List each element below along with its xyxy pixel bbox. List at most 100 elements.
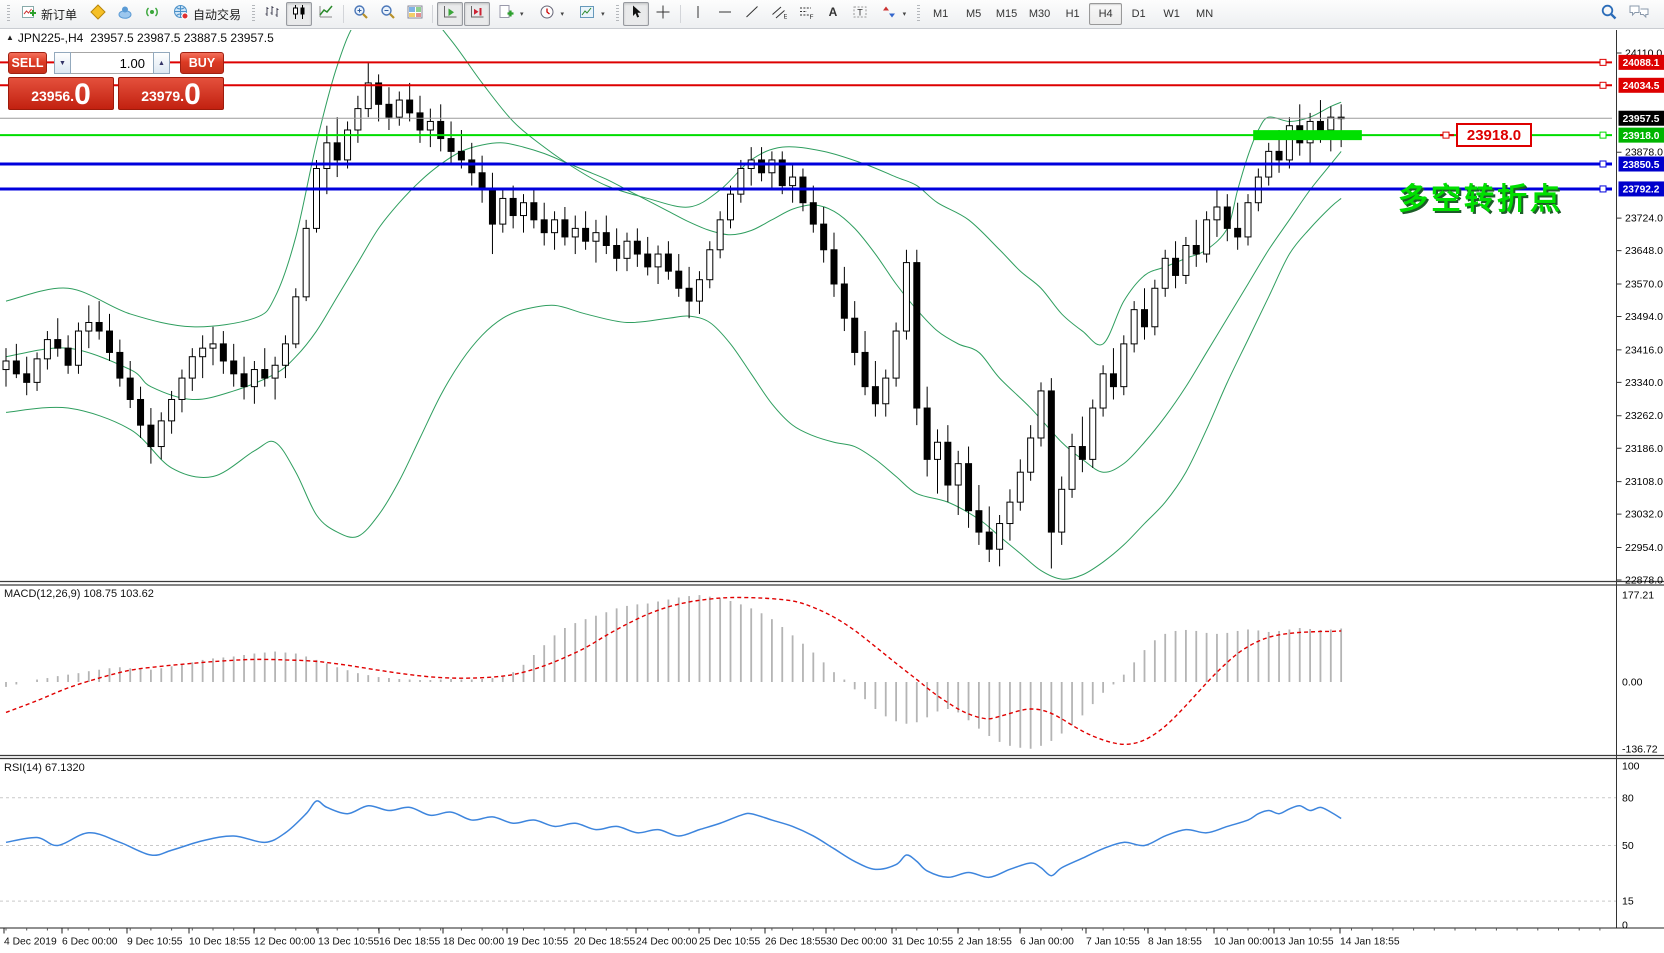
line-handle[interactable]: [1599, 160, 1607, 168]
line-handle[interactable]: [1599, 131, 1607, 139]
tile-windows-button[interactable]: [402, 2, 428, 26]
price-badge-label: 23918.0: [1623, 131, 1660, 142]
chevron-down-icon[interactable]: ▾: [520, 11, 524, 18]
line-handle[interactable]: [1599, 58, 1607, 66]
chat-icon[interactable]: [1628, 3, 1650, 26]
text-label-button[interactable]: T: [847, 2, 873, 26]
chart-shift-button[interactable]: [464, 2, 491, 26]
candle: [965, 446, 973, 528]
chevron-down-icon[interactable]: ▾: [560, 11, 565, 18]
candle: [1058, 476, 1066, 545]
tf-button-m1[interactable]: M1: [932, 8, 949, 20]
tf-button-w1[interactable]: W1: [1163, 8, 1180, 20]
tf-button-m30[interactable]: M30: [1028, 8, 1051, 20]
time-tick-label: 4 Dec 2019: [4, 937, 57, 948]
price-tick-label: 22954.0: [1625, 542, 1663, 554]
candle: [985, 506, 993, 563]
sell-price-panel[interactable]: 23956. 0: [8, 77, 114, 110]
text-button[interactable]: A: [820, 2, 846, 26]
price-tick-label: 23570.0: [1625, 278, 1663, 290]
price-badge-label: 23792.2: [1623, 185, 1660, 196]
arrows-button[interactable]: ▾: [874, 2, 914, 26]
price-badge-label: 23850.5: [1623, 160, 1660, 171]
add-indicator-button[interactable]: ▾: [491, 2, 531, 26]
search-icon[interactable]: [1600, 3, 1618, 26]
signals-button[interactable]: [139, 2, 165, 26]
zoom-in-button[interactable]: [348, 2, 374, 26]
template-button[interactable]: ▾: [572, 2, 612, 26]
collapse-icon[interactable]: ▲: [6, 33, 14, 42]
metaeditor-button[interactable]: [85, 2, 111, 26]
candlestick-chart-button[interactable]: [286, 2, 313, 26]
candle-body: [344, 129, 352, 161]
candle-body: [74, 330, 82, 366]
toolbar-grip[interactable]: [615, 5, 619, 23]
candle: [571, 215, 579, 255]
price-tag-handle[interactable]: [1442, 131, 1450, 139]
candlestick-icon: [291, 4, 307, 25]
horizontal-line-button[interactable]: [712, 2, 738, 26]
tf-button-mn[interactable]: MN: [1196, 8, 1214, 20]
price-badge-label: 24034.5: [1623, 81, 1660, 92]
chevron-down-icon[interactable]: ▾: [601, 11, 605, 18]
bar-chart-button[interactable]: [259, 2, 285, 26]
volume-input[interactable]: 1.00: [70, 52, 153, 74]
price-tag-annotation[interactable]: 23918.0: [1456, 123, 1532, 147]
time-tick-label: 14 Jan 18:55: [1340, 937, 1400, 948]
candle-body: [633, 240, 641, 255]
candle: [85, 305, 93, 349]
toolbar: 新订单 自动交易 ▾ ▾ ▾: [0, 0, 1664, 29]
volume-down-button[interactable]: ▼: [53, 52, 71, 74]
trendline-button[interactable]: [739, 2, 765, 26]
candle-body: [54, 339, 62, 349]
buy-button[interactable]: BUY: [179, 52, 224, 74]
candle-body: [954, 463, 962, 486]
sell-button[interactable]: SELL: [8, 52, 47, 74]
tf-button-m15[interactable]: M15: [995, 8, 1018, 20]
tf-button-m5[interactable]: M5: [965, 8, 982, 20]
tf-button-d1[interactable]: D1: [1131, 8, 1146, 20]
candle: [664, 241, 672, 280]
turning-point-note[interactable]: 多空转折点: [1398, 183, 1563, 216]
volume-up-button[interactable]: ▲: [152, 52, 170, 74]
candle-body: [654, 253, 662, 268]
line-handle[interactable]: [1599, 81, 1607, 89]
candle-body: [333, 142, 341, 161]
price-badge: [1618, 77, 1664, 93]
clock-icon: [539, 4, 555, 25]
candle-body: [1203, 219, 1211, 255]
fibonacci-button[interactable]: F: [793, 2, 819, 26]
candle-body: [395, 99, 403, 118]
time-tick-label: 6 Jan 00:00: [1020, 937, 1074, 948]
candle-body: [1109, 373, 1117, 388]
auto-scroll-button[interactable]: [437, 2, 464, 26]
channel-button[interactable]: E: [766, 2, 792, 26]
market-button[interactable]: [112, 2, 138, 26]
chevron-down-icon[interactable]: ▾: [902, 11, 907, 18]
auto-trading-button[interactable]: 自动交易: [166, 2, 248, 26]
cursor-button[interactable]: [622, 2, 649, 26]
toolbar-grip[interactable]: [917, 5, 921, 23]
toolbar-grip[interactable]: [252, 5, 256, 23]
candle-body: [840, 283, 848, 319]
toolbar-grip[interactable]: [7, 5, 10, 23]
macd-axis-label: 0.00: [1622, 677, 1643, 689]
time-tick-label: 18 Dec 00:00: [443, 937, 505, 948]
buy-price-panel[interactable]: 23979. 0: [118, 77, 224, 110]
period-button[interactable]: ▾: [532, 2, 572, 26]
line-chart-button[interactable]: [313, 2, 339, 26]
macd-panel: [5, 595, 1343, 749]
price-tick-label: 23262.0: [1625, 410, 1663, 422]
crosshair-button[interactable]: [650, 2, 676, 26]
symbol-period: JPN225-,H4: [17, 31, 84, 45]
new-order-button[interactable]: 新订单: [14, 2, 84, 26]
zoom-out-button[interactable]: [375, 2, 401, 26]
highlight-rectangle[interactable]: [1253, 130, 1362, 141]
line-handle[interactable]: [1599, 185, 1607, 193]
tf-button-h4[interactable]: H4: [1089, 3, 1123, 25]
tf-button-h1[interactable]: H1: [1065, 8, 1080, 20]
candle: [1027, 425, 1035, 481]
vertical-line-button[interactable]: [685, 2, 711, 26]
candle: [106, 313, 113, 361]
